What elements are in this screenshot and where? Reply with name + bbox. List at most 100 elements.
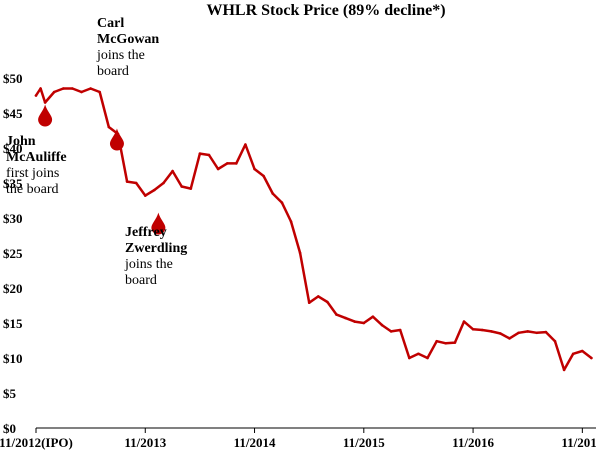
series-line-0 [34, 87, 593, 372]
annotation-desc-line: the board [6, 182, 58, 197]
annotation-desc-line: joins the [96, 48, 145, 63]
data-point [371, 315, 375, 319]
y-tick-label: $50 [3, 71, 23, 86]
data-point [490, 330, 493, 333]
data-point [389, 330, 393, 333]
data-point [398, 328, 402, 332]
data-point [39, 87, 42, 90]
data-point [435, 339, 439, 343]
annotation-name-line: Zwerdling [125, 241, 187, 256]
annotation-desc-line: first joins [6, 166, 59, 181]
data-point [107, 125, 111, 129]
x-tick-label: 11/2017 [561, 435, 596, 450]
data-point [89, 87, 92, 90]
data-point [289, 220, 293, 223]
data-point [235, 162, 238, 165]
data-point [408, 356, 411, 360]
data-point [535, 331, 539, 335]
data-point [180, 185, 183, 188]
data-point [508, 337, 511, 340]
x-tick-label: 11/2012(IPO) [0, 435, 73, 450]
data-point [98, 90, 101, 94]
x-tick-label: 11/2016 [452, 435, 494, 450]
data-point [225, 162, 229, 165]
y-tick-label: $20 [3, 281, 23, 296]
data-point [153, 188, 156, 192]
data-point [335, 313, 338, 316]
data-point [34, 94, 38, 97]
data-point [499, 332, 502, 335]
data-point [526, 330, 529, 333]
data-point [581, 349, 584, 353]
annotation-name-line: Jeffrey [125, 225, 167, 240]
y-tick-label: $40 [3, 141, 23, 156]
data-point [307, 301, 311, 305]
annotation-name-line: Carl [97, 16, 124, 31]
data-point [380, 323, 384, 327]
annotation-drop-icon [151, 212, 166, 235]
axes: $0 $5 $10 $15 $20 $25 $30 $35 $40 $45 $50 11/2012(I… [0, 71, 596, 450]
series-layer [34, 87, 593, 372]
data-point [280, 201, 284, 204]
y-tick-label: $45 [3, 106, 23, 121]
data-point [444, 342, 448, 345]
data-point [43, 101, 47, 104]
annotation-desc-line: board [125, 273, 157, 288]
x-tick-label: 11/2014 [234, 435, 276, 450]
data-point [144, 194, 147, 197]
data-point [562, 368, 566, 372]
data-point [417, 352, 420, 356]
data-point [480, 328, 484, 332]
x-tick-label: 11/2015 [343, 435, 385, 450]
y-tick-label: $25 [3, 246, 23, 261]
data-point [362, 321, 366, 325]
annotation-drop-icon [109, 128, 124, 151]
annotation-name-line: McAuliffe [6, 150, 67, 165]
y-tick-label: $30 [3, 211, 23, 226]
y-tick-label: $0 [3, 421, 16, 436]
data-point [453, 341, 457, 344]
data-point [326, 300, 329, 304]
data-point [544, 330, 548, 334]
annotation-drop-icon [38, 104, 53, 127]
chart-title: WHLR Stock Price (89% decline*) [206, 2, 445, 19]
data-point [62, 87, 65, 90]
data-point [80, 90, 83, 94]
data-point [244, 143, 247, 146]
y-tick-label: $10 [3, 351, 23, 366]
y-tick-label: $5 [3, 386, 17, 401]
data-point [590, 356, 593, 360]
data-point [52, 90, 56, 94]
data-point [317, 295, 320, 298]
data-point [216, 167, 220, 171]
data-point [462, 320, 466, 323]
annotation-name-line: McGowan [97, 32, 159, 47]
data-point [298, 251, 302, 255]
data-point [162, 181, 165, 185]
data-point [271, 192, 275, 195]
data-point [189, 187, 193, 190]
data-point [125, 180, 129, 183]
data-point [171, 169, 174, 173]
data-point [344, 316, 347, 320]
y-tick-label: $15 [3, 316, 23, 331]
annotation-name-line: John [6, 134, 36, 149]
data-point [207, 153, 211, 157]
data-point [517, 331, 520, 335]
data-point [426, 356, 429, 360]
y-tick-label: $35 [3, 176, 23, 191]
data-point [353, 320, 357, 323]
data-point [198, 152, 202, 155]
data-point [471, 328, 475, 331]
data-point [262, 174, 265, 178]
x-tick-label: 11/2013 [124, 435, 166, 450]
data-point [253, 167, 256, 171]
annotation-desc-line: joins the [124, 257, 173, 272]
annotation-desc-line: board [97, 64, 129, 79]
data-point [71, 87, 74, 90]
